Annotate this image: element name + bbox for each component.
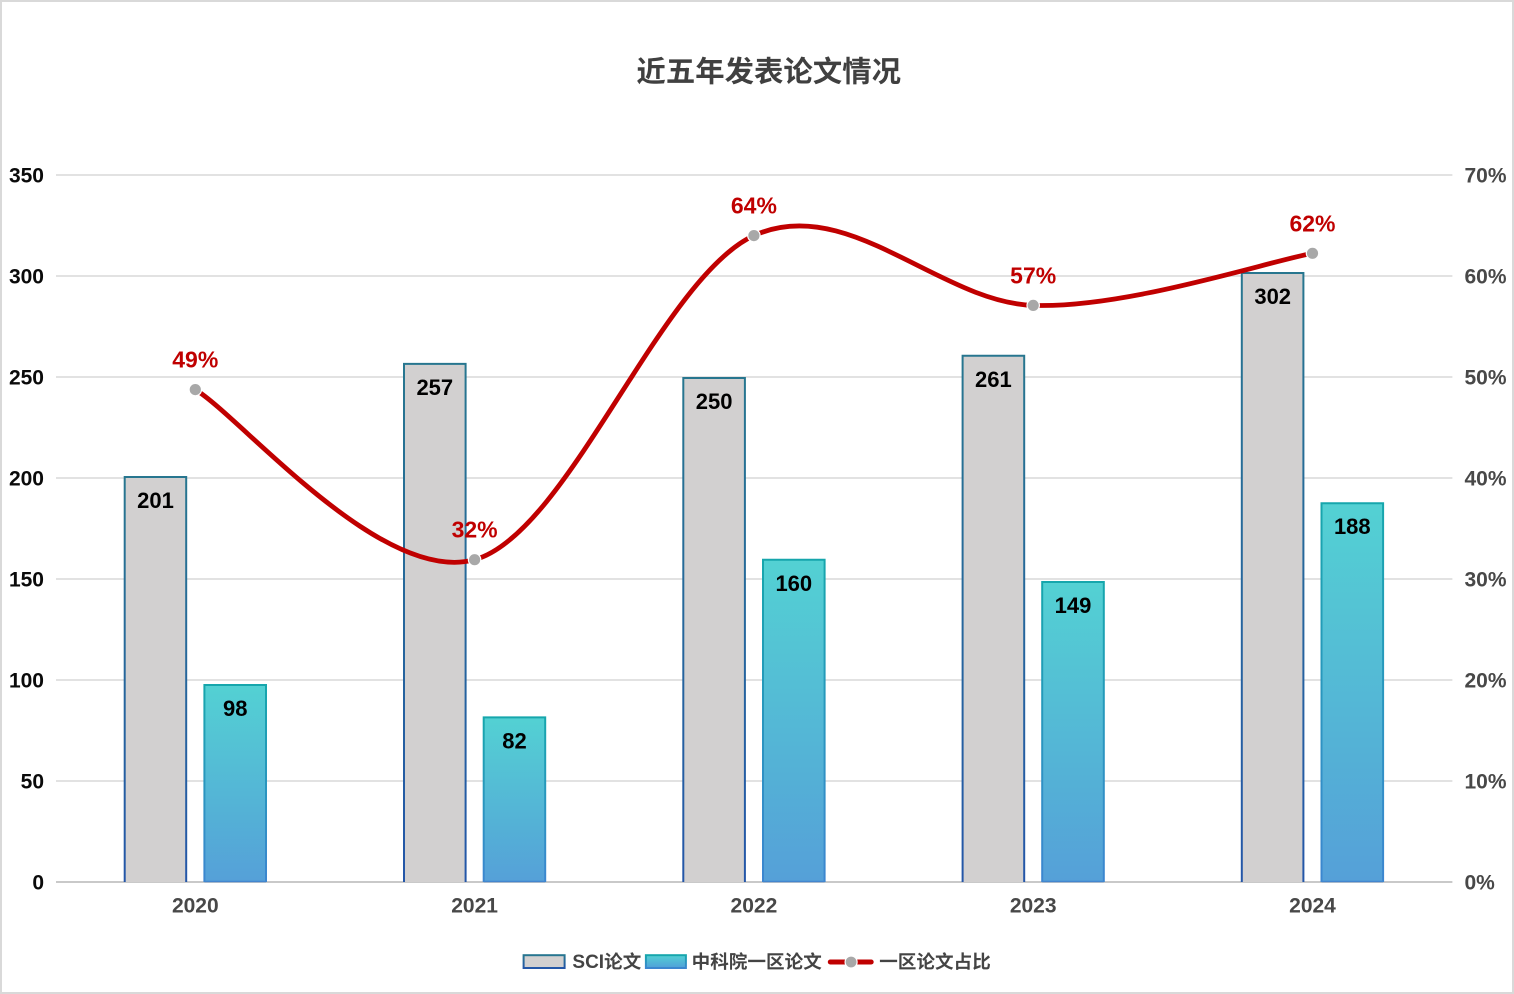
- svg-text:50: 50: [21, 771, 44, 794]
- svg-text:250: 250: [9, 367, 44, 390]
- svg-text:64%: 64%: [731, 193, 777, 219]
- svg-text:50%: 50%: [1465, 367, 1507, 390]
- svg-text:2022: 2022: [731, 895, 778, 918]
- svg-text:2024: 2024: [1289, 895, 1336, 918]
- svg-text:82: 82: [502, 728, 526, 753]
- svg-text:149: 149: [1055, 593, 1092, 618]
- svg-text:250: 250: [696, 389, 733, 414]
- svg-text:2023: 2023: [1010, 895, 1057, 918]
- svg-text:10%: 10%: [1465, 771, 1507, 794]
- svg-text:100: 100: [9, 670, 44, 693]
- svg-text:30%: 30%: [1465, 569, 1507, 592]
- svg-text:70%: 70%: [1465, 165, 1507, 188]
- svg-text:2020: 2020: [172, 895, 219, 918]
- svg-text:160: 160: [775, 571, 812, 596]
- svg-text:0%: 0%: [1465, 872, 1496, 895]
- svg-text:257: 257: [416, 375, 453, 400]
- svg-text:302: 302: [1254, 284, 1291, 309]
- svg-text:300: 300: [9, 266, 44, 289]
- svg-text:60%: 60%: [1465, 266, 1507, 289]
- svg-text:2021: 2021: [451, 895, 498, 918]
- svg-text:350: 350: [9, 165, 44, 188]
- svg-text:188: 188: [1334, 514, 1371, 539]
- svg-text:150: 150: [9, 569, 44, 592]
- svg-text:201: 201: [137, 488, 174, 513]
- svg-text:57%: 57%: [1010, 262, 1056, 288]
- svg-text:98: 98: [223, 696, 247, 721]
- svg-text:20%: 20%: [1465, 670, 1507, 693]
- svg-text:261: 261: [975, 367, 1012, 392]
- svg-text:200: 200: [9, 468, 44, 491]
- svg-text:40%: 40%: [1465, 468, 1507, 491]
- svg-text:62%: 62%: [1289, 210, 1335, 236]
- svg-text:49%: 49%: [172, 347, 218, 373]
- svg-text:SCI: SCI: [572, 952, 604, 973]
- svg-text:0: 0: [32, 872, 44, 895]
- svg-text:32%: 32%: [452, 517, 498, 543]
